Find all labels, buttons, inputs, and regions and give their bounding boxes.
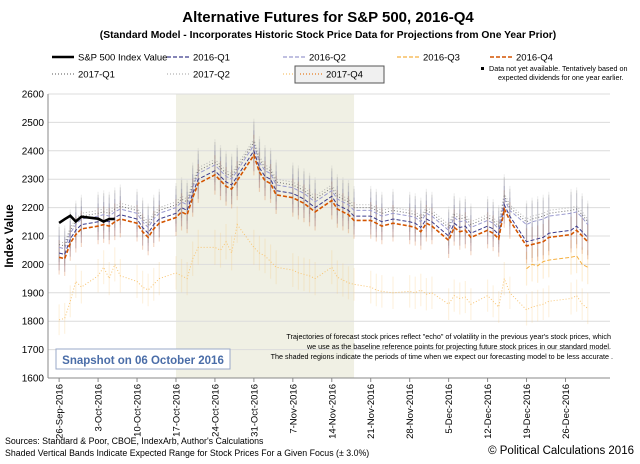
series-line bbox=[526, 255, 588, 270]
legend: S&P 500 Index Value 2016-Q1 2016-Q2 2016-Q3… bbox=[52, 53, 553, 84]
x-tick-label: 21-Nov-2016 bbox=[366, 384, 377, 439]
legend-label: 2017-Q2 bbox=[193, 70, 230, 81]
y-tick-label: 2500 bbox=[22, 118, 45, 129]
chart-subtitle: (Standard Model - Incorporates Historic … bbox=[100, 30, 556, 41]
annotation-text: Trajectories of forecast stock prices re… bbox=[271, 332, 613, 361]
legend-note: Data not yet available. Tentatively base… bbox=[489, 64, 630, 82]
copyright-note: © Political Calculations 2016 bbox=[488, 445, 634, 457]
x-tick-label: 31-Oct-2016 bbox=[249, 384, 260, 437]
series-line bbox=[58, 149, 589, 256]
series-line bbox=[58, 143, 589, 250]
legend-label: S&P 500 Index Value bbox=[78, 53, 167, 64]
y-tick-label: 1600 bbox=[22, 374, 45, 385]
legend-label: 2017-Q4 bbox=[326, 70, 363, 81]
y-tick-label: 2000 bbox=[22, 260, 45, 271]
y-tick-label: 1900 bbox=[22, 288, 45, 299]
legend-label: 2016-Q1 bbox=[193, 53, 230, 64]
y-tick-label: 2300 bbox=[22, 175, 45, 186]
x-tick-label: 12-Dec-2016 bbox=[483, 384, 494, 439]
legend-label: 2016-Q4 bbox=[516, 53, 553, 64]
x-tick-label: 26-Sep-2016 bbox=[55, 384, 66, 439]
x-tick-label: 26-Dec-2016 bbox=[561, 384, 572, 439]
legend-label: 2016-Q2 bbox=[309, 53, 346, 64]
series-line bbox=[58, 153, 589, 260]
x-tick-label: 17-Oct-2016 bbox=[171, 384, 182, 437]
y-tick-label: 2400 bbox=[22, 146, 45, 157]
x-tick-label: 28-Nov-2016 bbox=[405, 384, 416, 439]
series-line bbox=[58, 138, 589, 244]
x-tick-label: 10-Oct-2016 bbox=[133, 384, 144, 437]
y-tick-label: 2200 bbox=[22, 203, 45, 214]
x-tick-label: 3-Oct-2016 bbox=[94, 384, 105, 432]
y-tick-label: 2600 bbox=[22, 90, 45, 101]
sources-note: Sources: Standard & Poor, CBOE, IndexArb… bbox=[5, 436, 264, 446]
x-tick-label: 5-Dec-2016 bbox=[444, 384, 455, 434]
y-tick-label: 1700 bbox=[22, 345, 45, 356]
y-tick-label: 2100 bbox=[22, 232, 45, 243]
legend-box-2017-q4 bbox=[294, 65, 385, 84]
x-axis: 26-Sep-2016 3-Oct-2016 10-Oct-2016 17-Oct-2… bbox=[55, 378, 572, 439]
y-tick-label: 1800 bbox=[22, 317, 45, 328]
y-axis-label: Index Value bbox=[4, 204, 16, 267]
series-lines bbox=[58, 138, 589, 321]
legend-label: 2017-Q1 bbox=[78, 70, 115, 81]
snapshot-label: Snapshot on 06 October 2016 bbox=[62, 355, 224, 367]
x-tick-label: 19-Dec-2016 bbox=[522, 384, 533, 439]
band-note: Shaded Vertical Bands Indicate Expected … bbox=[5, 448, 369, 458]
x-tick-label: 14-Nov-2016 bbox=[327, 384, 338, 439]
x-tick-label: 24-Oct-2016 bbox=[210, 384, 221, 437]
chart-title: Alternative Futures for S&P 500, 2016-Q4 bbox=[182, 9, 474, 26]
series-line bbox=[58, 141, 589, 247]
legend-label: 2016-Q3 bbox=[423, 53, 460, 64]
legend-note-arrow bbox=[481, 67, 484, 70]
x-tick-label: 7-Nov-2016 bbox=[288, 384, 299, 434]
series-line bbox=[58, 214, 115, 224]
snapshot-box bbox=[55, 348, 231, 370]
series-line bbox=[58, 223, 589, 321]
y-axis: 1600 1700 1800 1900 2000 2100 2200 2300 2400 2500… bbox=[22, 90, 45, 385]
